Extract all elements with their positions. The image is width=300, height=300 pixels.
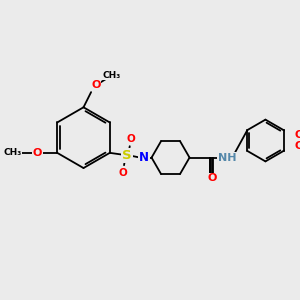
Text: CH₃: CH₃ (103, 70, 121, 80)
Text: S: S (122, 149, 132, 162)
Text: O: O (294, 130, 300, 140)
Text: O: O (208, 173, 217, 184)
Text: O: O (119, 168, 128, 178)
Text: N: N (139, 151, 149, 164)
Text: O: O (294, 141, 300, 151)
Text: O: O (91, 80, 101, 89)
Text: CH₃: CH₃ (4, 148, 22, 157)
Text: O: O (33, 148, 42, 158)
Text: NH: NH (218, 153, 237, 163)
Text: O: O (126, 134, 135, 144)
